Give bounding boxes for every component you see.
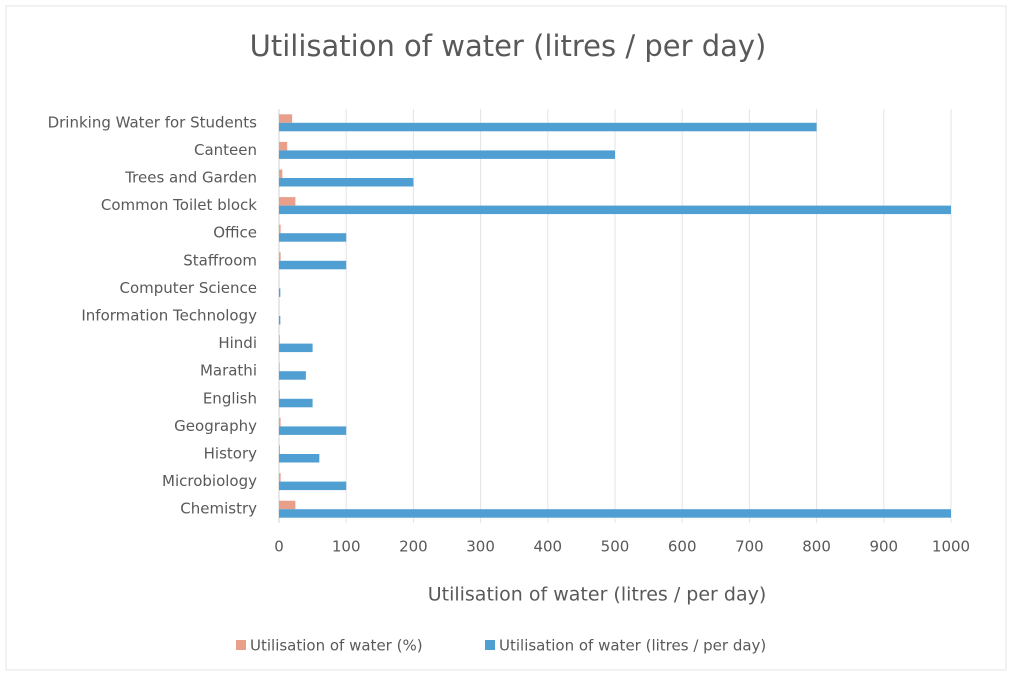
bar <box>279 114 292 123</box>
y-tick-label: Information Technology <box>81 307 257 325</box>
bar <box>279 426 346 435</box>
x-tick-label: 500 <box>601 538 630 556</box>
bar <box>279 446 280 455</box>
bar <box>279 482 346 491</box>
y-tick-label: Computer Science <box>120 279 257 297</box>
y-tick-label: Chemistry <box>180 500 257 518</box>
legend-label: Utilisation of water (litres / per day) <box>499 637 766 655</box>
bar <box>279 473 281 482</box>
y-tick-label: Microbiology <box>162 472 257 490</box>
bar <box>279 363 280 372</box>
x-tick-label: 400 <box>533 538 562 556</box>
bar <box>279 261 346 270</box>
bar <box>279 288 280 297</box>
bar <box>279 335 280 344</box>
bar <box>279 316 280 325</box>
chart-frame <box>6 6 1006 670</box>
legend-swatch <box>485 640 495 650</box>
y-tick-label: Office <box>213 224 257 242</box>
bar <box>279 197 295 206</box>
legend-label: Utilisation of water (%) <box>250 637 423 655</box>
bar <box>279 252 281 260</box>
x-tick-label: 200 <box>399 538 428 556</box>
x-tick-label: 300 <box>466 538 495 556</box>
y-tick-label: History <box>204 445 257 463</box>
bar <box>279 509 951 518</box>
y-tick-label: Hindi <box>218 334 257 352</box>
chart-title: Utilisation of water (litres / per day) <box>250 29 767 63</box>
x-tick-label: 800 <box>802 538 831 556</box>
bar <box>279 399 313 408</box>
bar <box>279 225 281 234</box>
x-tick-label: 900 <box>869 538 898 556</box>
bar <box>279 206 951 215</box>
y-tick-label: English <box>203 389 257 407</box>
x-tick-label: 0 <box>274 538 284 556</box>
x-tick-label: 700 <box>735 538 764 556</box>
y-tick-label: Geography <box>174 417 257 435</box>
y-tick-label: Marathi <box>200 362 257 380</box>
bar <box>279 371 306 380</box>
bar <box>279 142 287 151</box>
x-axis-label: Utilisation of water (litres / per day) <box>428 584 767 606</box>
bar <box>279 233 346 242</box>
bar <box>279 390 280 399</box>
bar <box>279 454 319 463</box>
bar <box>279 170 282 179</box>
x-tick-label: 600 <box>668 538 697 556</box>
bar <box>279 501 295 510</box>
x-tick-label: 100 <box>332 538 361 556</box>
bar <box>279 123 817 132</box>
y-tick-label: Trees and Garden <box>124 169 257 187</box>
y-tick-label: Canteen <box>194 141 257 159</box>
bar <box>279 150 615 159</box>
legend-swatch <box>236 640 246 650</box>
y-tick-label: Staffroom <box>183 251 257 269</box>
bar <box>279 178 413 187</box>
bar <box>279 418 281 427</box>
x-tick-label: 1000 <box>932 538 970 556</box>
y-tick-label: Drinking Water for Students <box>48 113 258 131</box>
bar <box>279 344 313 353</box>
y-tick-label: Common Toilet block <box>101 196 257 214</box>
